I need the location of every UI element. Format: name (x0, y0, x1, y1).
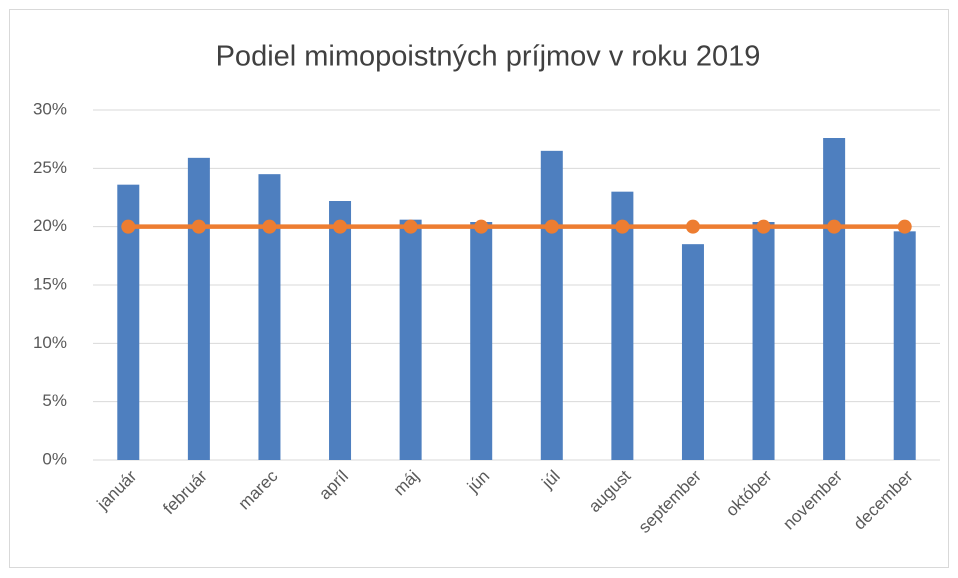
bar (117, 184, 140, 460)
y-tick-label: 10% (33, 333, 67, 352)
bar (540, 150, 563, 461)
y-tick-label: 0% (42, 449, 67, 468)
line-marker (474, 219, 489, 234)
line-marker (121, 219, 136, 234)
bar (187, 157, 210, 461)
line-marker (262, 219, 277, 234)
bar (258, 174, 281, 460)
chart-title: Podiel mimopoistných príjmov v roku 2019 (216, 41, 761, 73)
line-marker (756, 219, 771, 234)
y-tick-label: 25% (33, 158, 67, 177)
y-tick-label: 30% (33, 99, 67, 118)
line-marker (191, 219, 206, 234)
line-marker (685, 219, 700, 234)
bar (470, 222, 493, 460)
y-tick-label: 15% (33, 274, 67, 293)
line-marker (615, 219, 630, 234)
line-marker (333, 219, 348, 234)
y-tick-label: 5% (42, 391, 67, 410)
line-marker (544, 219, 559, 234)
bar (611, 191, 634, 460)
bar (752, 222, 775, 460)
line-marker (827, 219, 842, 234)
bar (399, 219, 422, 460)
line-marker (897, 219, 912, 234)
bar (681, 244, 704, 460)
y-tick-label: 20% (33, 216, 67, 235)
bar (893, 231, 916, 460)
bar (823, 138, 846, 460)
bar (329, 201, 352, 460)
line-marker (403, 219, 418, 234)
